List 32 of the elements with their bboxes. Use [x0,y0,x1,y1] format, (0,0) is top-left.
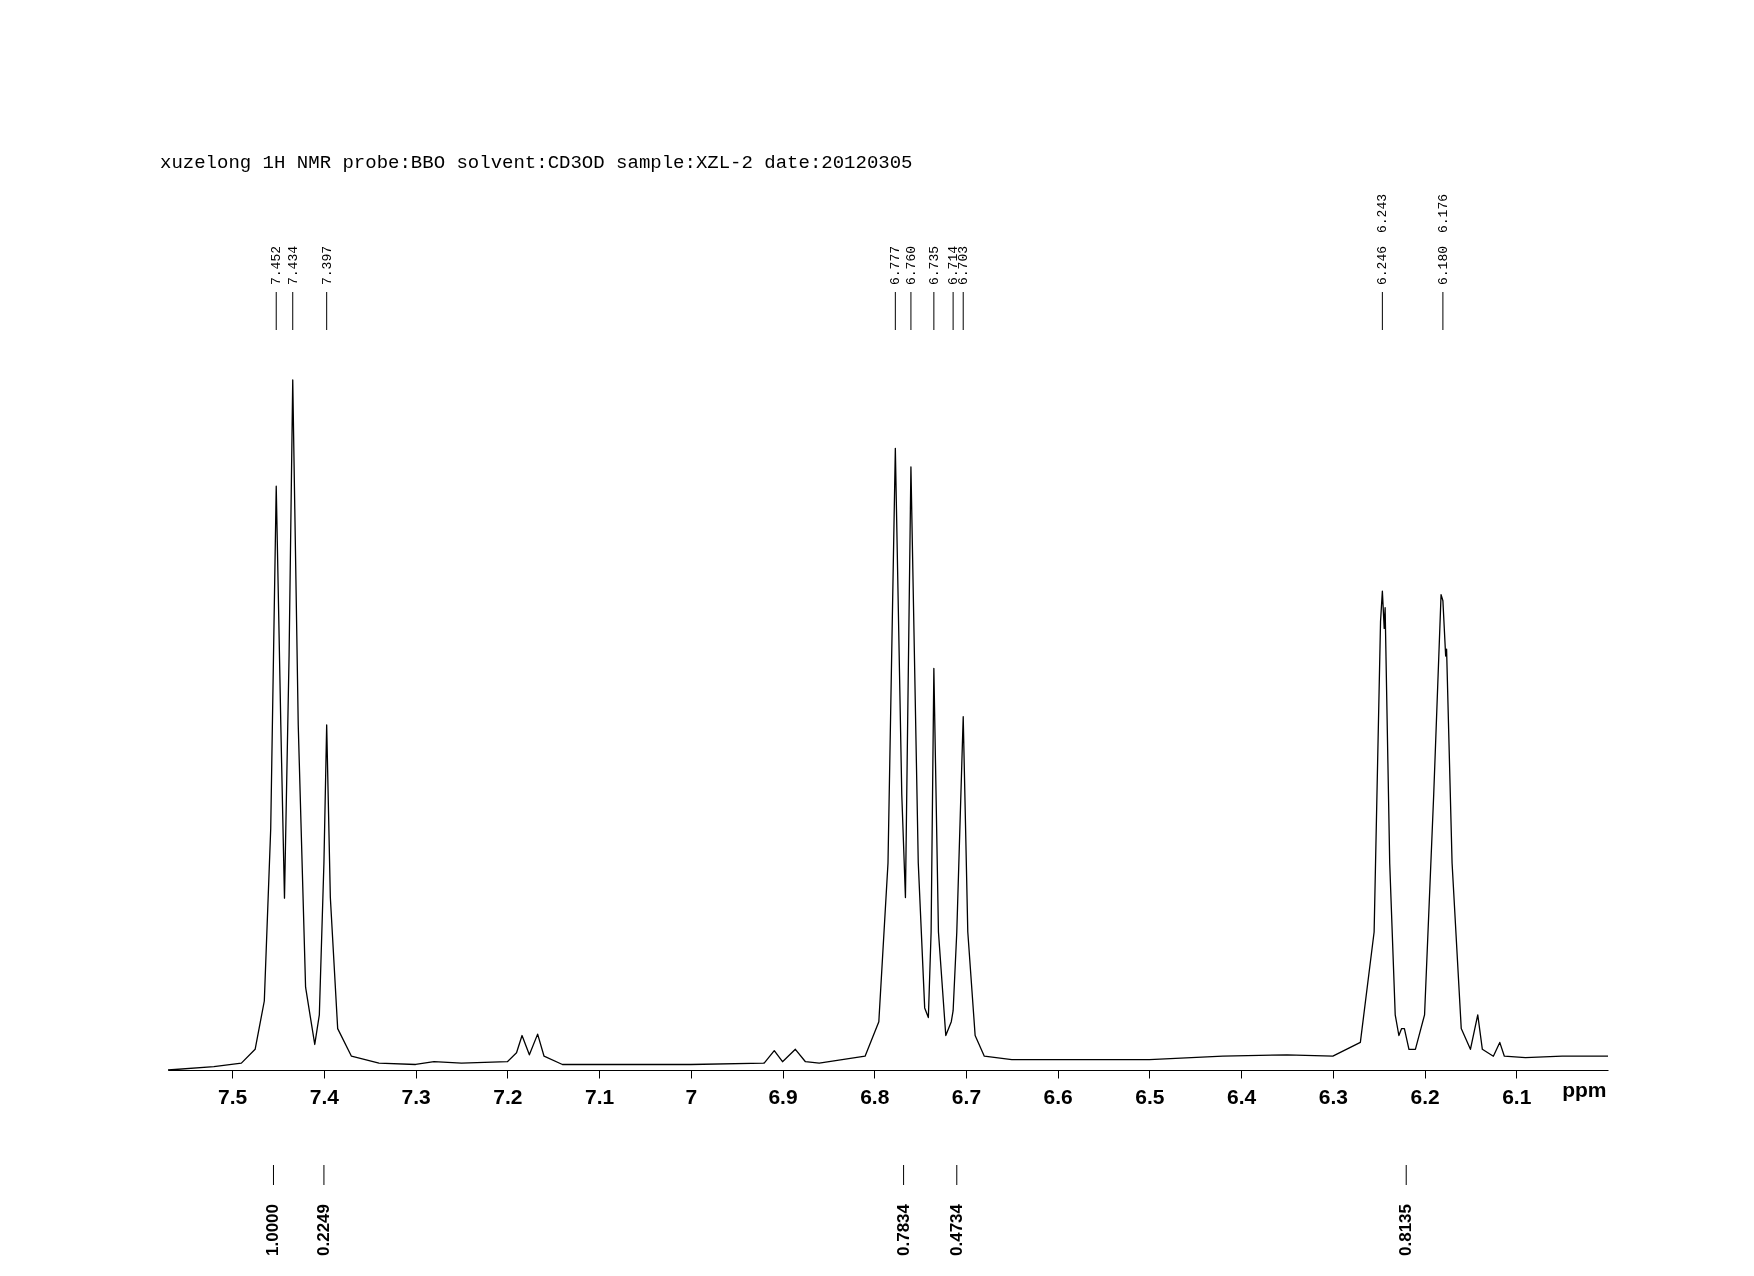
annotation: 0.2249 [313,1204,333,1256]
x-tick-label: 6.4 [1227,1084,1257,1108]
annotation: 6.760 [903,245,919,285]
annotation: 1.0000 [263,1204,283,1256]
annotation: 7.397 [319,245,335,285]
annotation: 0.8135 [1396,1204,1416,1256]
annotation: 6.777 [888,245,904,285]
x-tick-label: 6.1 [1502,1084,1532,1108]
annotation: 6.735 [926,245,942,285]
x-tick-label: 6.5 [1135,1084,1165,1108]
chart-title: xuzelong 1H NMR probe:BBO solvent:CD3OD sample:XZL-2 date:20120305 [160,152,913,174]
x-axis-title: ppm [1562,1077,1607,1101]
annotation: 0.4734 [946,1203,966,1256]
x-tick-label: 7.5 [218,1084,248,1108]
x-tick-label: 7.1 [584,1084,615,1108]
x-tick-label: 7.4 [309,1084,340,1108]
x-tick-label: 6.9 [768,1084,798,1108]
x-tick-label: 7 [685,1084,698,1108]
x-tick-label: 6.8 [860,1084,890,1108]
text: 6.176 [1435,193,1451,233]
x-tick-label: 6.3 [1318,1084,1348,1108]
x-tick-label: 6.6 [1043,1084,1073,1108]
x-tick-label: 7.3 [401,1084,431,1108]
x-tick-label: 7.2 [493,1084,523,1108]
annotation: 0.7834 [893,1203,913,1256]
annotation: 6.246 [1375,245,1391,285]
annotation: 6.180 [1435,245,1451,285]
x-tick-label: 6.2 [1410,1084,1440,1108]
x-tick-label: 6.7 [951,1084,982,1108]
text: 6.243 [1375,193,1391,233]
annotation: 7.452 [269,245,285,285]
annotation: 7.434 [285,245,301,285]
